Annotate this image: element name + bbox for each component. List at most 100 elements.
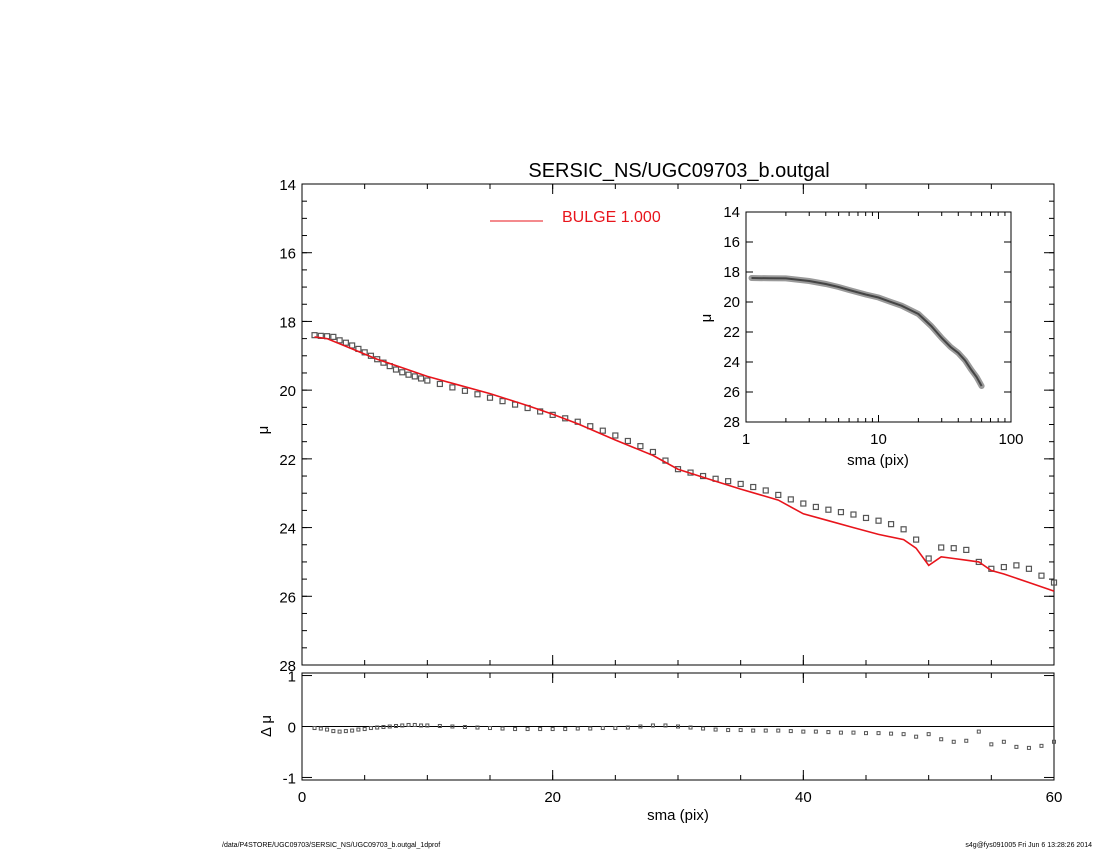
residual-point (368, 726, 373, 731)
residual-point (1039, 743, 1044, 748)
residual-point (625, 725, 630, 730)
footer-timestamp: s4g@fys091005 Fri Jun 6 13:28:26 2014 (965, 842, 1092, 849)
residual-point (375, 725, 380, 730)
y-tick-label: 0 (288, 720, 296, 737)
data-point (750, 483, 757, 491)
data-point (342, 339, 349, 346)
data-point (850, 511, 857, 518)
residual-point (362, 727, 367, 732)
residual-point (337, 729, 342, 734)
residual-point (951, 739, 956, 744)
residual-point (462, 725, 467, 730)
residual-point (788, 729, 793, 734)
main-plot: 14 16 18 20 22 24 26 28 μ BULGE 1.000 (255, 177, 1058, 675)
data-point (499, 398, 506, 405)
x-tick-label: 0 (298, 789, 306, 806)
data-point (913, 536, 920, 543)
residual-point (331, 729, 336, 734)
residual-point (400, 723, 405, 728)
data-point (1000, 563, 1007, 571)
residual-point (419, 723, 424, 728)
residual-point (838, 730, 843, 735)
x-tick-label: 10 (870, 431, 887, 448)
residual-point (763, 728, 768, 733)
residual-point (751, 728, 756, 733)
data-point (405, 371, 412, 378)
data-point (424, 377, 431, 384)
residual-point (488, 726, 492, 731)
residual-point (939, 737, 944, 742)
data-point (775, 491, 782, 499)
data-point (862, 514, 870, 522)
residual-point (356, 727, 361, 732)
data-point (812, 503, 819, 511)
residual-point (901, 732, 906, 737)
residual-point (600, 726, 605, 731)
data-point (900, 526, 907, 533)
residual-point (550, 727, 555, 732)
y-tick-label: 28 (279, 658, 296, 675)
data-point (725, 478, 732, 485)
data-point (925, 555, 932, 562)
y-tick-label: 28 (723, 414, 740, 431)
profile-line (751, 277, 983, 387)
residual-point (394, 723, 398, 728)
residual-point (976, 729, 981, 734)
data-point (461, 387, 469, 394)
residual-point (412, 722, 417, 727)
residual-point (989, 742, 994, 747)
data-point (887, 521, 895, 528)
footer-path: /data/P4STORE/UGC09703/SERSIC_NS/UGC0970… (222, 842, 440, 849)
residual-point (575, 726, 580, 731)
y-tick-label: 18 (279, 314, 296, 331)
residual-point (701, 726, 706, 731)
legend-label: BULGE 1.000 (562, 209, 661, 226)
data-point (599, 427, 606, 434)
residual-point (688, 725, 693, 730)
residual-point (318, 726, 323, 731)
data-point (1038, 572, 1045, 579)
data-point (762, 487, 769, 494)
y-tick-label: 22 (723, 324, 740, 341)
residual-point (1014, 744, 1019, 749)
residual-point (513, 727, 518, 732)
residual-point (914, 734, 919, 739)
data-point (1013, 562, 1020, 569)
y-tick-label: 14 (279, 177, 296, 194)
residual-point (663, 723, 668, 728)
residual-point (312, 726, 317, 731)
inset-frame (745, 211, 1012, 423)
residual-point (851, 730, 856, 735)
residual-point (801, 729, 806, 734)
data-point (612, 432, 619, 439)
data-point (474, 391, 481, 398)
inset-plot: 14 16 18 20 22 24 26 281 10 100 μ sma (pix) (698, 204, 1024, 469)
x-tick-label: 60 (1046, 789, 1063, 806)
x-axis-label: sma (pix) (847, 452, 909, 469)
residual-point (538, 727, 543, 732)
residual-point (876, 731, 881, 736)
data-point (449, 384, 456, 391)
data-point (411, 373, 418, 380)
y-tick-label: 22 (279, 452, 296, 469)
data-point (1050, 579, 1058, 586)
residual-point (1001, 739, 1006, 744)
residual-point (813, 729, 818, 734)
x-tick-label: 100 (998, 431, 1023, 448)
y-tick-label: 20 (279, 383, 296, 400)
data-point (624, 437, 631, 445)
y-axis-label: Δ μ (258, 715, 275, 737)
residual-point (726, 728, 731, 733)
residual-point (588, 726, 593, 731)
residual-point (889, 731, 894, 736)
data-point (875, 517, 882, 524)
data-point (825, 506, 832, 513)
residual-point (926, 732, 931, 737)
y-axis-label: μ (255, 426, 272, 435)
y-tick-label: 16 (723, 234, 740, 251)
data-point (800, 500, 807, 507)
residual-point (350, 728, 355, 733)
data-point (349, 342, 356, 349)
residual-point (738, 728, 743, 733)
